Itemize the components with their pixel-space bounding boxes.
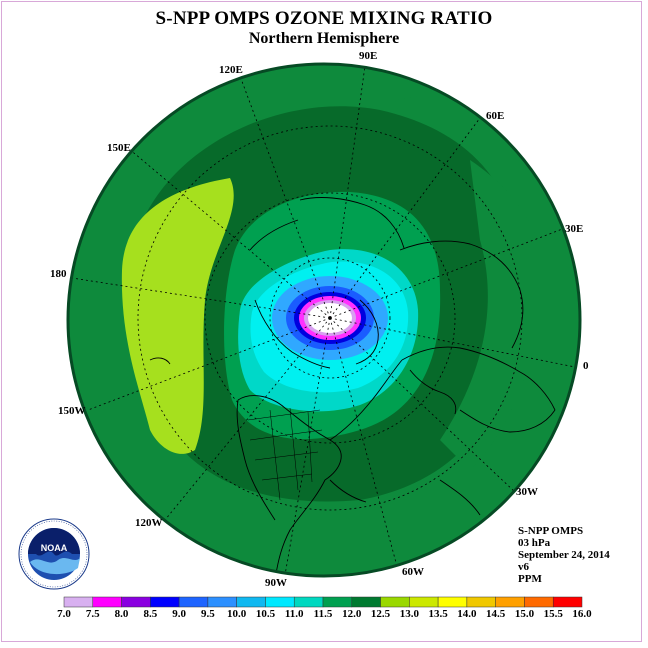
lon-label-0: 0 <box>583 360 589 372</box>
map-subtitle: Northern Hemisphere <box>248 30 400 47</box>
lon-label-30w: 30W <box>516 486 538 498</box>
map-title: S-NPP OMPS OZONE MIXING RATIO <box>155 8 493 29</box>
coastlines <box>149 197 556 576</box>
colorbar-tick-label: 11.0 <box>284 608 304 620</box>
colorbar-tick-label: 10.0 <box>227 608 247 620</box>
info-level: 03 hPa <box>518 537 551 549</box>
colorbar-tick-label: 11.5 <box>313 608 333 620</box>
high-ozone-band <box>121 178 234 454</box>
lon-label-180: 180 <box>50 268 67 280</box>
colorbar-tick-label: 14.0 <box>457 608 477 620</box>
lon-label-60e: 60E <box>486 110 505 122</box>
colorbar-tick-label: 12.5 <box>370 608 391 620</box>
colorbar-labels: 7.0 7.5 8.0 8.5 9.0 9.5 10.0 10.5 11.0 11.5 12.0 12… <box>0 608 648 622</box>
colorbar-tick-label: 7.0 <box>57 608 71 620</box>
info-instrument: S-NPP OMPS <box>518 525 584 537</box>
colorbar-tick-label: 7.5 <box>85 608 100 620</box>
small-patch-west <box>110 172 130 192</box>
lon-label-150w: 150W <box>58 405 86 417</box>
info-block: S-NPP OMPS 03 hPa September 24, 2014 v6 … <box>518 525 610 585</box>
colorbar-tick-label: 8.0 <box>114 608 129 620</box>
noaa-logo: NOAA <box>18 518 90 590</box>
lon-label-150e: 150E <box>107 142 131 154</box>
colorbar-tick-label: 16.0 <box>572 608 592 620</box>
info-version: v6 <box>518 561 529 573</box>
outer-band-east <box>440 160 547 470</box>
colorbar-tick-label: 14.5 <box>486 608 506 620</box>
colorbar-tick-label: 13.5 <box>428 608 448 620</box>
colorbar-tick-label: 13.0 <box>399 608 419 620</box>
graticule <box>71 65 580 576</box>
lon-label-120w: 120W <box>135 517 163 529</box>
colorbar-tick-label: 15.0 <box>514 608 535 620</box>
colorbar-tick-label: 15.5 <box>543 608 563 620</box>
lon-label-90e: 90E <box>359 50 378 62</box>
lon-label-120e: 120E <box>219 64 243 76</box>
info-units: PPM <box>518 573 542 585</box>
noaa-logo-text: NOAA <box>41 543 68 553</box>
colorbar-tick-label: 10.5 <box>255 608 276 620</box>
plot-frame <box>1 1 642 642</box>
lon-label-90w: 90W <box>265 577 287 589</box>
colorbar-tick-label: 12.0 <box>342 608 362 620</box>
lon-label-30e: 30E <box>565 223 584 235</box>
ozone-field <box>68 64 580 576</box>
colorbar-tick-label: 9.0 <box>172 608 186 620</box>
colorbar-tick-label: 8.5 <box>143 608 158 620</box>
info-date: September 24, 2014 <box>518 549 610 561</box>
small-patch-north <box>395 96 420 110</box>
globe-border <box>66 62 582 578</box>
colorbar-tick-label: 9.5 <box>201 608 215 620</box>
lon-label-60w: 60W <box>402 566 424 578</box>
